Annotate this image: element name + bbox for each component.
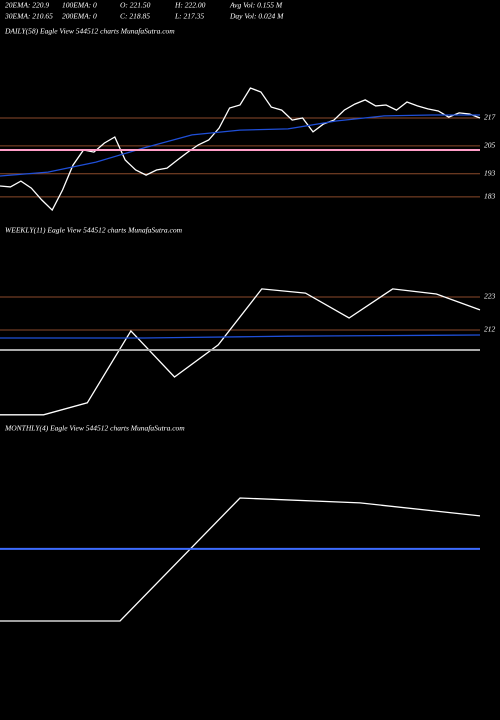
header-stat: L: 217.35 <box>174 12 204 21</box>
header-stat: C: 218.85 <box>120 12 150 21</box>
y-tick-label: 205 <box>484 141 496 150</box>
price-line <box>0 114 480 177</box>
header-stat: 30EMA: 210.65 <box>4 12 53 21</box>
price-line <box>0 288 481 416</box>
y-tick-label: 217 <box>484 113 496 122</box>
price-line <box>0 497 481 622</box>
y-tick-label: 212 <box>484 325 496 334</box>
price-line <box>0 87 481 212</box>
header-stat: O: 221.50 <box>120 1 151 10</box>
panel-title: DAILY(58) Eagle View 544512 charts Munaf… <box>4 27 175 36</box>
header-stat: Avg Vol: 0.155 M <box>229 1 283 10</box>
y-tick-label: 223 <box>484 292 496 301</box>
y-tick-label: 193 <box>484 168 496 177</box>
price-line <box>0 334 481 339</box>
header-stat: 100EMA: 0 <box>62 1 97 10</box>
header-stat: 200EMA: 0 <box>62 12 97 21</box>
header-stat: H: 222.00 <box>174 1 206 10</box>
header-stat: Day Vol: 0.024 M <box>229 12 284 21</box>
header-stat: 20EMA: 220.9 <box>5 1 49 10</box>
panel-title: WEEKLY(11) Eagle View 544512 charts Muna… <box>5 226 183 235</box>
y-tick-label: 183 <box>484 192 496 201</box>
panel-title: MONTHLY(4) Eagle View 544512 charts Muna… <box>4 424 185 433</box>
